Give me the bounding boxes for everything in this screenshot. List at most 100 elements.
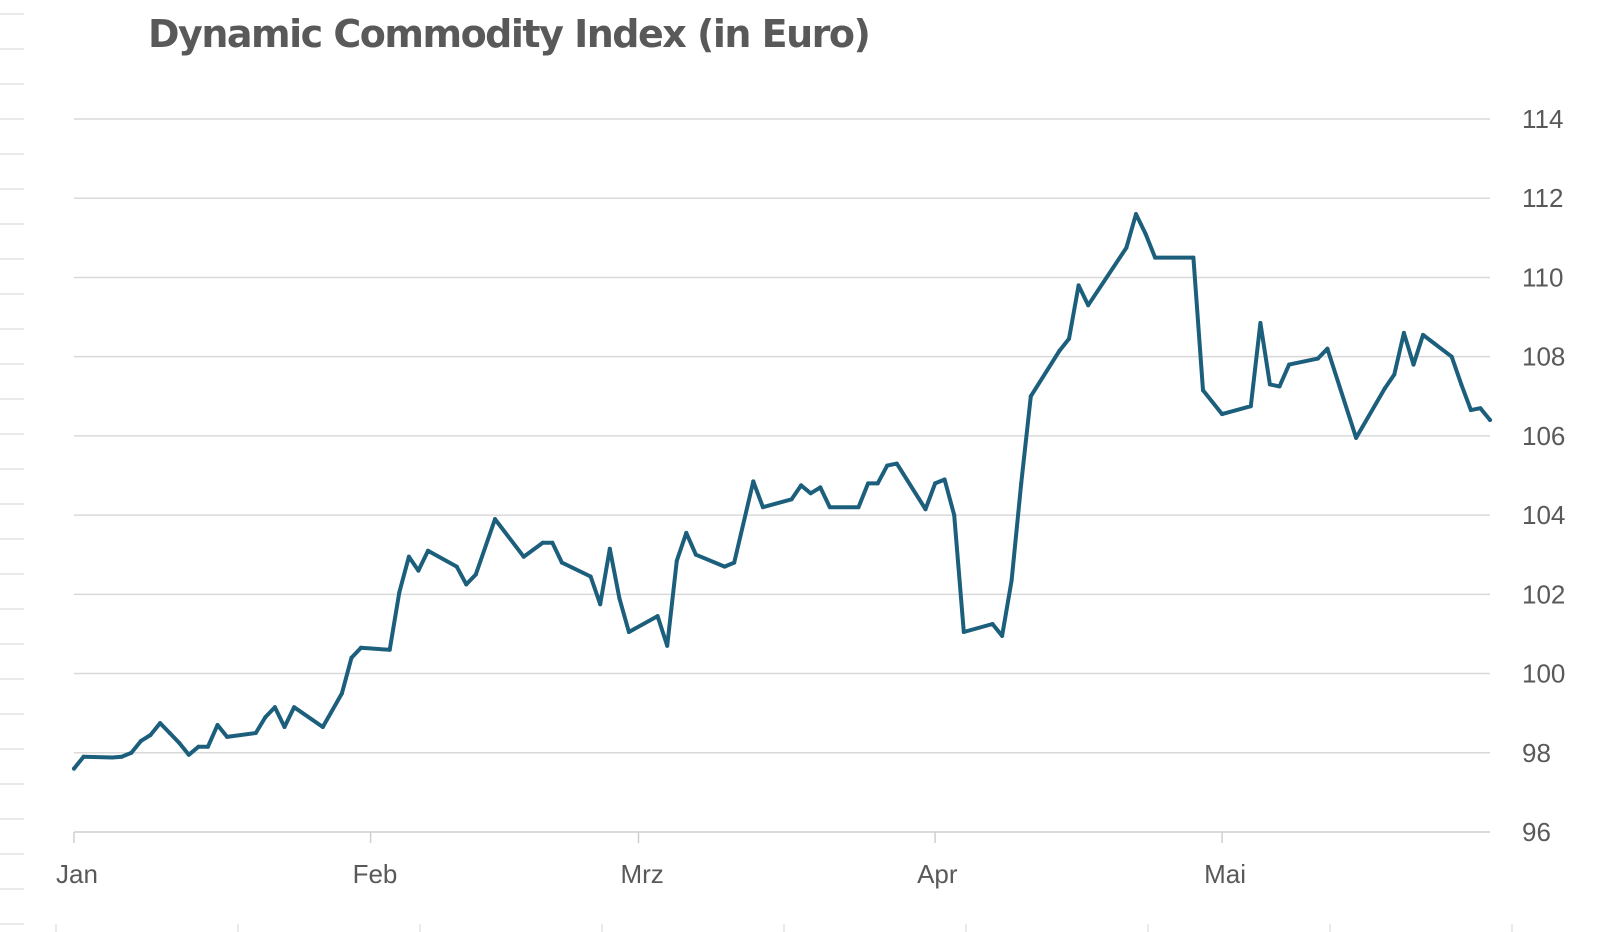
- left-decorative-ticks: [0, 13, 24, 925]
- y-tick-label: 98: [1522, 738, 1551, 768]
- data-point: [1459, 382, 1464, 387]
- data-point: [952, 513, 957, 518]
- data-point: [1067, 336, 1071, 341]
- data-point: [320, 725, 325, 729]
- data-point: [588, 574, 593, 579]
- data-point: [990, 622, 995, 626]
- x-tick-label: Apr: [917, 859, 958, 889]
- x-axis: [73, 831, 1490, 843]
- data-point: [1325, 346, 1330, 351]
- data-point: [1201, 388, 1205, 393]
- data-point: [732, 560, 737, 565]
- data-point: [923, 507, 928, 512]
- data-point: [1019, 481, 1024, 486]
- data-point: [789, 497, 794, 502]
- data-point: [416, 568, 421, 573]
- data-point: [1315, 356, 1320, 361]
- data-point: [1478, 406, 1483, 411]
- data-point: [1143, 231, 1148, 236]
- data-point: [119, 754, 124, 759]
- data-point: [1153, 255, 1158, 260]
- y-tick-label: 96: [1522, 817, 1551, 847]
- data-point: [215, 723, 220, 727]
- data-point: [626, 630, 631, 634]
- data-point: [1057, 348, 1062, 353]
- data-point: [1468, 408, 1473, 413]
- data-point: [349, 655, 354, 660]
- data-point: [282, 725, 287, 729]
- y-tick-label: 100: [1522, 659, 1565, 689]
- data-point: [1220, 412, 1225, 417]
- data-point: [1354, 435, 1359, 440]
- data-point: [1488, 418, 1492, 422]
- data-point: [1421, 332, 1425, 337]
- data-point: [129, 750, 134, 755]
- x-tick-label: Mai: [1204, 859, 1246, 889]
- data-point: [72, 766, 76, 771]
- data-point: [1134, 212, 1138, 217]
- data-point: [1086, 303, 1091, 308]
- data-point: [158, 721, 163, 726]
- data-point: [693, 552, 698, 557]
- data-point: [339, 691, 344, 696]
- y-tick-label: 112: [1522, 183, 1563, 213]
- data-point: [540, 540, 545, 545]
- data-point: [665, 643, 670, 648]
- data-point: [1191, 255, 1196, 260]
- data-point: [110, 755, 115, 760]
- data-point: [1000, 633, 1005, 638]
- y-tick-label: 106: [1522, 421, 1565, 451]
- series-group: [72, 212, 1492, 771]
- data-point: [148, 733, 153, 737]
- data-point: [550, 540, 555, 545]
- x-tick-label: Jan: [56, 859, 98, 889]
- data-point: [961, 630, 966, 634]
- data-point: [1267, 382, 1272, 387]
- data-point: [292, 705, 297, 710]
- x-axis-labels: Jan Feb Mrz Apr Mai: [56, 859, 1246, 889]
- data-point: [454, 564, 459, 569]
- y-axis-labels: 96 98 100 102 104 106 108 110 112 114: [1522, 104, 1565, 847]
- data-point: [387, 647, 392, 652]
- y-tick-label: 108: [1522, 342, 1565, 372]
- data-point: [598, 602, 603, 607]
- data-point: [1411, 362, 1416, 367]
- y-tick-label: 104: [1522, 500, 1565, 530]
- series-line: [72, 212, 1492, 771]
- gridlines: [74, 118, 1490, 754]
- data-point: [1258, 321, 1263, 325]
- data-point: [253, 731, 258, 735]
- data-point: [1248, 404, 1253, 409]
- chart-title: Dynamic Commodity Index (in Euro): [148, 12, 871, 56]
- data-point: [464, 582, 469, 587]
- data-point: [473, 572, 478, 577]
- data-point: [186, 752, 191, 757]
- data-point: [1449, 354, 1454, 359]
- data-point: [1124, 245, 1129, 250]
- data-point: [875, 481, 880, 486]
- data-point: [359, 645, 363, 650]
- data-point: [607, 546, 612, 551]
- bottom-decorative-ticks: [55, 924, 1513, 932]
- data-point: [808, 491, 813, 496]
- data-point: [799, 483, 804, 488]
- data-point: [617, 596, 622, 601]
- data-point: [397, 590, 402, 595]
- data-point: [205, 744, 210, 749]
- x-tick-label: Mrz: [620, 859, 663, 889]
- data-point: [167, 731, 172, 735]
- data-point: [856, 505, 861, 510]
- data-point: [559, 560, 564, 565]
- data-point: [674, 558, 679, 563]
- data-point: [177, 740, 182, 745]
- data-point: [760, 505, 765, 510]
- data-point: [493, 517, 497, 522]
- data-point: [272, 705, 277, 710]
- data-point: [139, 738, 143, 743]
- data-point: [1009, 578, 1014, 583]
- data-point: [722, 564, 727, 569]
- data-point: [81, 754, 86, 759]
- data-point: [1028, 394, 1033, 399]
